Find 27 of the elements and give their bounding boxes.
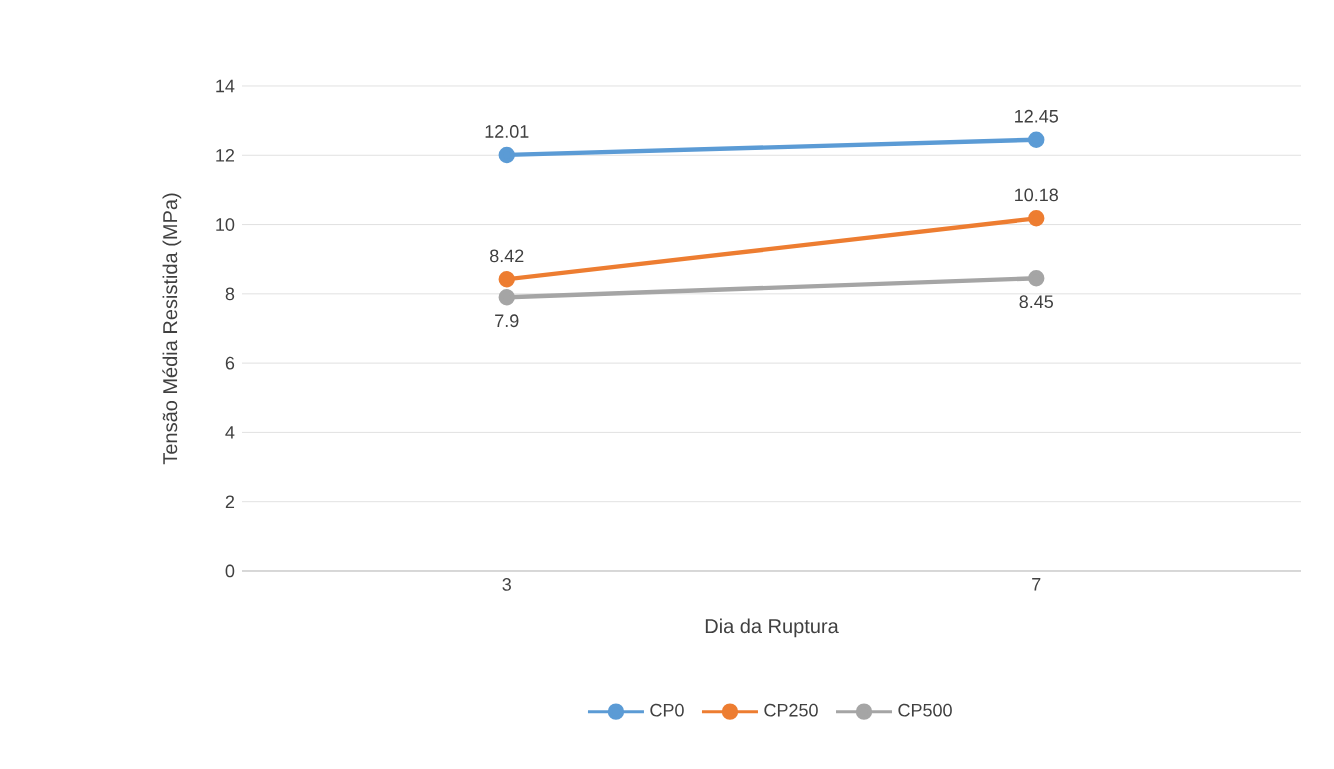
data-label: 8.42 — [490, 249, 524, 263]
point — [498, 271, 515, 288]
y-tick-label: 4 — [225, 426, 235, 439]
x-axis-title: Dia da Ruptura — [705, 618, 839, 638]
y-axis-title: Tensão Média Resistida (MPa) — [162, 193, 182, 465]
data-label: 12.45 — [1015, 109, 1059, 123]
point — [1028, 210, 1045, 227]
x-tick-label: 3 — [502, 578, 511, 591]
y-tick-label: 8 — [225, 287, 235, 301]
legend-label: CP500 — [898, 703, 952, 717]
y-tick-label: 0 — [225, 564, 235, 578]
x-tick-label: 7 — [1032, 578, 1041, 591]
legend-label: CP0 — [650, 703, 684, 717]
data-label: 8.45 — [1019, 295, 1054, 309]
data-label: 10.18 — [1015, 188, 1058, 202]
y-tick-label: 2 — [225, 495, 235, 508]
point — [498, 146, 515, 164]
y-tick-label: 10 — [216, 218, 235, 231]
point — [498, 289, 515, 306]
y-tick-label: 6 — [225, 356, 235, 370]
y-tick-label: 12 — [216, 148, 235, 162]
data-label: 12.01 — [485, 125, 529, 138]
legend-label: CP250 — [764, 703, 818, 717]
data-label: 7.9 — [495, 314, 519, 328]
point — [1028, 270, 1045, 287]
point — [1028, 131, 1045, 148]
y-tick-label: 14 — [216, 79, 235, 93]
